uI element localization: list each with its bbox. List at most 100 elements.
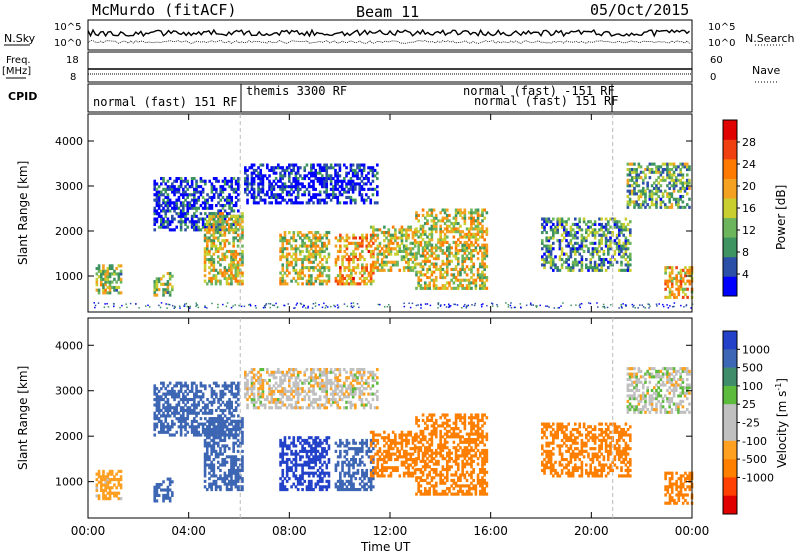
power-cell <box>354 185 357 189</box>
power-cell <box>352 255 355 259</box>
power-cell <box>166 217 170 221</box>
velocity-cell <box>234 468 238 473</box>
power-cell <box>361 268 364 272</box>
noise-cell <box>314 302 317 304</box>
power-cell <box>160 177 163 181</box>
power-cell <box>190 177 194 181</box>
power-cell <box>226 179 229 183</box>
power-cell <box>225 222 229 226</box>
power-cell <box>387 260 391 264</box>
velocity-cell <box>294 444 298 448</box>
power-cell <box>318 168 322 172</box>
power-cell <box>666 184 669 188</box>
velocity-cell <box>212 398 216 402</box>
power-cell <box>296 190 300 194</box>
power-cell <box>281 195 285 199</box>
velocity-cell <box>296 452 300 456</box>
velocity-cell <box>201 411 205 415</box>
power-cell <box>334 244 338 248</box>
power-cell <box>310 241 313 245</box>
power-cell <box>230 182 234 186</box>
power-cell <box>296 233 300 237</box>
power-cell <box>288 179 291 183</box>
power-cell <box>481 284 484 288</box>
power-cell <box>347 258 351 262</box>
velocity-cell <box>285 488 289 492</box>
power-cell <box>666 279 670 283</box>
power-cell <box>351 168 355 172</box>
power-cell <box>558 268 562 272</box>
velocity-cell <box>203 441 207 445</box>
velocity-cell <box>372 477 375 481</box>
velocity-cell <box>227 471 231 475</box>
velocity-cell <box>179 384 183 388</box>
power-cell <box>391 260 395 264</box>
power-cell <box>398 247 402 251</box>
station-title: McMurdo (fitACF) <box>92 1 237 19</box>
velocity-cell <box>175 430 179 434</box>
velocity-cell <box>210 411 214 415</box>
power-cell <box>164 204 168 208</box>
velocity-cell <box>285 466 289 470</box>
velocity-cell <box>212 444 216 448</box>
velocity-cell <box>106 472 110 476</box>
power-cell <box>188 201 192 205</box>
velocity-cell <box>221 384 225 388</box>
velocity-cell <box>171 392 174 396</box>
power-cell <box>266 190 269 194</box>
velocity-cell <box>210 463 213 467</box>
power-cell <box>600 236 603 240</box>
velocity-cell <box>336 463 340 467</box>
power-cell <box>391 236 395 240</box>
power-cell <box>354 252 358 256</box>
power-cell <box>578 247 581 251</box>
power-cell <box>310 171 313 175</box>
power-cell <box>312 201 315 205</box>
power-cell <box>430 224 434 228</box>
velocity-cell <box>301 444 304 448</box>
power-cell <box>376 228 380 232</box>
power-cell <box>325 247 329 251</box>
power-cell <box>576 222 579 226</box>
power-cell <box>467 235 471 239</box>
power-cell <box>633 170 636 174</box>
velocity-cell <box>285 460 289 464</box>
power-cell <box>241 252 244 256</box>
velocity-cell <box>155 491 159 495</box>
velocity-cell <box>374 438 377 443</box>
velocity-cell <box>301 463 304 467</box>
velocity-cell <box>312 460 315 464</box>
velocity-cell <box>232 479 235 483</box>
power-cell <box>611 231 614 235</box>
power-cell <box>437 257 440 261</box>
power-cell <box>684 271 687 275</box>
power-cell <box>560 239 564 243</box>
power-cell <box>244 190 247 194</box>
velocity-cell <box>419 478 423 483</box>
velocity-cell <box>312 447 315 451</box>
power-cell <box>613 252 617 256</box>
velocity-cell <box>208 441 211 445</box>
velocity-cell <box>241 441 244 445</box>
power-cell <box>398 236 402 240</box>
power-cell <box>456 222 460 226</box>
power-cell <box>351 171 355 175</box>
power-cell <box>648 195 652 199</box>
power-cell <box>177 185 181 189</box>
power-cell <box>432 270 436 274</box>
velocity-cell <box>325 452 329 456</box>
power-cell <box>160 220 163 224</box>
power-cell <box>675 266 678 270</box>
velocity-cell <box>285 463 289 467</box>
velocity-cell <box>219 414 223 418</box>
power-cell <box>387 247 391 251</box>
power-cell <box>197 206 201 210</box>
power-cell <box>228 185 231 189</box>
velocity-cell <box>228 406 231 410</box>
velocity-cell <box>216 425 220 429</box>
velocity-cell <box>155 387 159 391</box>
power-cell <box>299 276 302 280</box>
power-cell <box>230 185 234 189</box>
noise-cell <box>471 304 473 306</box>
velocity-cell <box>193 433 196 437</box>
